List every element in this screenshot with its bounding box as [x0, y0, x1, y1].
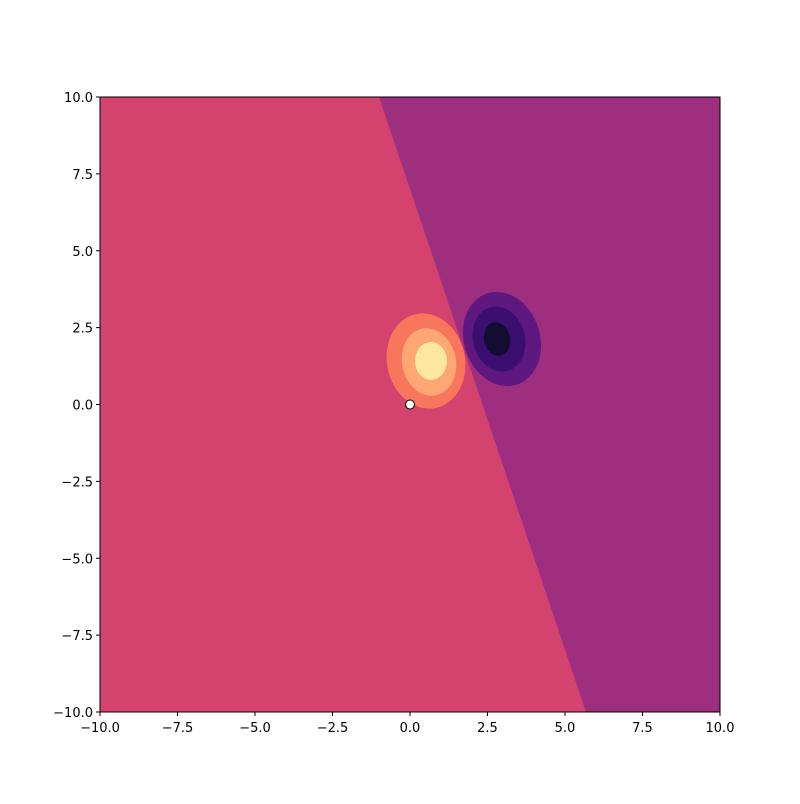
- y-tick-label: −7.5: [61, 629, 93, 644]
- x-tick-label: −2.5: [317, 721, 349, 736]
- y-tick-label: −2.5: [61, 475, 93, 490]
- x-tick-label: −5.0: [239, 721, 271, 736]
- y-tick-label: 5.0: [72, 245, 93, 260]
- x-tick-label: 10.0: [706, 721, 735, 736]
- point: [405, 399, 415, 410]
- y-tick-label: 10.0: [64, 91, 93, 106]
- y-tick-label: 0.0: [72, 399, 93, 414]
- x-tick-label: 0.0: [400, 721, 421, 736]
- region: [379, 97, 720, 712]
- y-tick-label: 2.5: [72, 322, 93, 337]
- y-tick-label: −10.0: [53, 706, 93, 721]
- contour-regions: [100, 97, 720, 712]
- x-tick-label: 2.5: [477, 721, 498, 736]
- x-tick-label: −7.5: [162, 721, 194, 736]
- x-tick-label: 5.0: [555, 721, 576, 736]
- y-tick-label: 7.5: [72, 168, 93, 183]
- x-tick-label: −10.0: [80, 721, 120, 736]
- y-tick-label: −5.0: [61, 552, 93, 567]
- region: [415, 342, 447, 380]
- x-tick-label: 7.5: [632, 721, 653, 736]
- region: [483, 322, 511, 356]
